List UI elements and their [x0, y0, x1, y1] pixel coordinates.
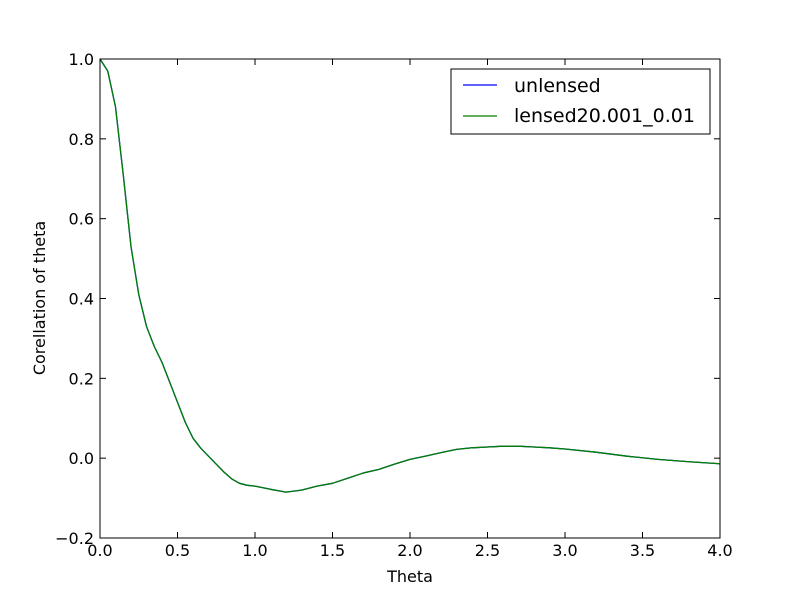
y-tick-label: 0.6	[69, 210, 94, 229]
y-tick-label: 1.0	[69, 50, 94, 69]
legend-box	[450, 68, 711, 135]
x-tick-label: 0.5	[165, 541, 190, 560]
x-tick-label: 1.0	[242, 541, 267, 560]
plot-frame	[99, 58, 721, 539]
series-line-lensed	[99, 58, 721, 493]
x-tick-label: 0.0	[87, 541, 112, 560]
y-tick-label: −0.2	[55, 529, 94, 548]
legend-label-unlensed: unlensed	[514, 75, 601, 97]
x-axis-label: Theta	[386, 567, 433, 586]
legend: unlensed lensed20.001_0.01	[450, 68, 711, 135]
y-axis-label: Corellation of theta	[30, 221, 49, 375]
x-tick-label: 4.0	[707, 541, 732, 560]
x-tick-label: 3.0	[552, 541, 577, 560]
legend-label-lensed: lensed20.001_0.01	[514, 105, 695, 127]
y-tick-label: 0.0	[69, 449, 94, 468]
x-tick-label: 2.5	[475, 541, 500, 560]
x-tick-label: 2.0	[397, 541, 422, 560]
y-tick-label: 0.4	[69, 290, 94, 309]
y-tick-label: 0.8	[69, 130, 94, 149]
x-tick-label: 1.5	[320, 541, 345, 560]
x-tick-label: 3.5	[630, 541, 655, 560]
axis-ticks: 0.0 0.5 1.0 1.5 2.0 2.5 3.0 3.5 4.0−0.20.00.20.4…	[55, 50, 733, 560]
plot-area	[99, 58, 721, 493]
y-tick-label: 0.2	[69, 369, 94, 388]
